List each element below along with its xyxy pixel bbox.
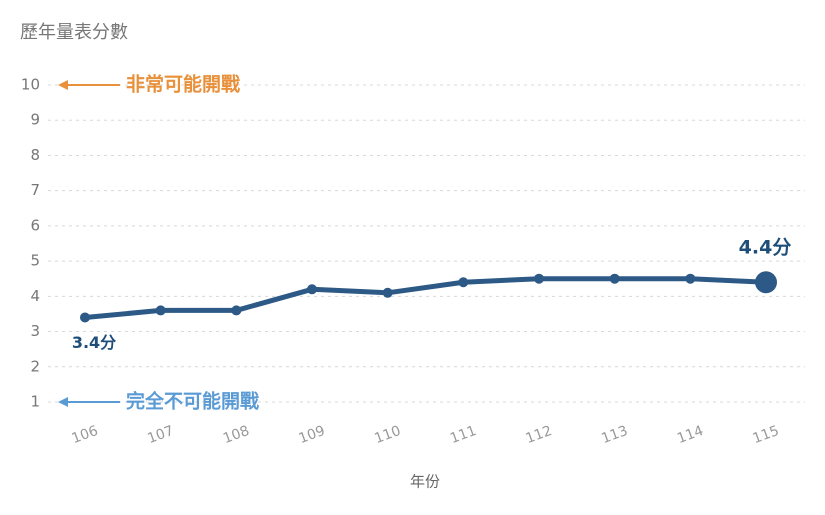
y-tick-label: 6	[30, 216, 40, 234]
point	[755, 271, 777, 294]
x-tick-label: 109	[297, 423, 328, 447]
point	[80, 312, 90, 323]
y-tick-label: 8	[30, 146, 40, 164]
annotation: 非常可能開戰	[126, 73, 240, 96]
annotation-arrowhead	[58, 80, 68, 90]
y-tick-label: 2	[30, 357, 40, 375]
y-tick-label: 1	[30, 393, 40, 411]
point	[534, 273, 544, 284]
x-axis-label: 年份	[410, 473, 440, 491]
y-tick-label: 9	[30, 111, 40, 129]
point	[609, 273, 620, 284]
line	[84, 276, 767, 320]
y-tick-label: 10	[21, 76, 40, 94]
x-tick-label: 106	[70, 423, 101, 447]
y-tick-label: 7	[30, 181, 40, 199]
x-tick-label: 108	[221, 423, 252, 447]
x-tick-label: 115	[751, 423, 782, 447]
point	[685, 273, 696, 284]
annotation-arrowhead	[58, 397, 68, 407]
point	[382, 287, 393, 298]
x-tick-label: 113	[599, 423, 630, 447]
data-label: 4.4分	[739, 237, 792, 259]
y-tick-label: 4	[30, 287, 40, 305]
x-tick-label: 112	[524, 423, 555, 447]
point	[458, 277, 469, 288]
x-tick-label: 111	[448, 423, 479, 447]
y-tick-label: 5	[30, 252, 40, 270]
point	[231, 305, 242, 316]
y-tick-label: 3	[30, 322, 40, 340]
x-tick-label: 110	[372, 423, 403, 447]
x-tick-label: 107	[145, 423, 176, 447]
chart-title: 歷年量表分數	[20, 22, 128, 43]
point	[155, 305, 166, 316]
x-tick-label: 114	[675, 423, 706, 447]
data-label: 3.4分	[72, 333, 116, 352]
point	[307, 284, 317, 295]
annotation: 完全不可能開戰	[126, 390, 259, 413]
